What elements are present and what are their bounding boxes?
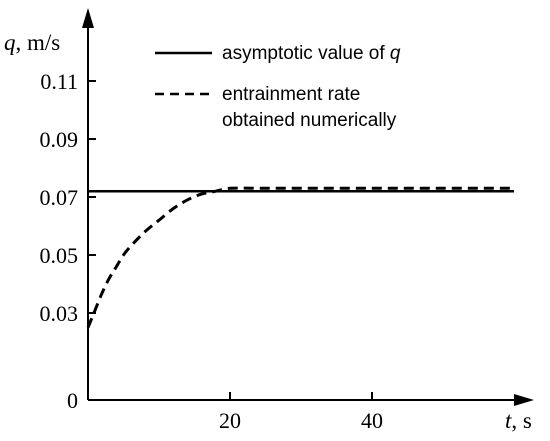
- axes: [82, 8, 534, 406]
- series-layer: [86, 186, 514, 329]
- y-axis-var: q: [4, 30, 16, 55]
- x-axis-title: t, s: [505, 408, 532, 433]
- y-axis-title: q, m/s: [4, 30, 60, 55]
- legend-dashed-label-line1: entrainment rate: [222, 84, 360, 105]
- x-axis-unit: , s: [511, 408, 532, 433]
- y-tick-label: 0.09: [40, 127, 79, 152]
- legend-dashed-label-line2: obtained numerically: [222, 110, 397, 131]
- y-ticks: 0 0.03 0.05 0.07 0.09 0.11: [40, 69, 96, 413]
- y-tick-label: 0.05: [40, 243, 79, 268]
- x-axis-var: t: [505, 408, 512, 433]
- legend-solid-text: asymptotic value of: [222, 43, 390, 64]
- legend: asymptotic value of q entrainment rate o…: [155, 43, 401, 131]
- series-entrainment-rate-line: [86, 186, 514, 329]
- y-tick-label: 0.11: [40, 69, 78, 94]
- legend-solid-var: q: [390, 43, 401, 64]
- y-axis-arrow: [82, 8, 94, 28]
- y-axis-unit: , m/s: [16, 30, 61, 55]
- x-ticks: 20 40: [219, 392, 383, 433]
- legend-solid-label: asymptotic value of q: [222, 43, 401, 64]
- y-tick-label: 0: [67, 388, 78, 413]
- y-tick-label: 0.03: [40, 301, 79, 326]
- y-tick-label: 0.07: [40, 185, 79, 210]
- x-axis-arrow: [514, 394, 534, 406]
- x-tick-label: 20: [219, 408, 241, 433]
- x-tick-label: 40: [361, 408, 383, 433]
